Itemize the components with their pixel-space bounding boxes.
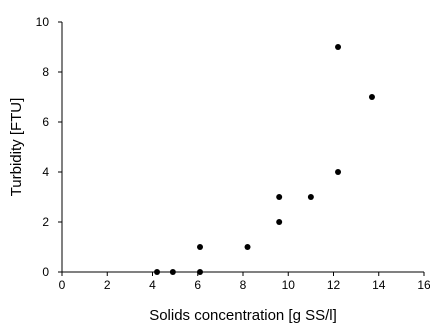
x-ticks: 0 2 4 6 8 10 12 14 16 xyxy=(59,272,430,292)
x-tick-label: 4 xyxy=(149,278,156,292)
data-point xyxy=(276,194,283,200)
y-tick-label: 4 xyxy=(42,165,49,179)
y-ticks: 0 2 4 6 8 10 xyxy=(36,15,62,279)
x-tick-label: 2 xyxy=(104,278,111,292)
y-tick-label: 10 xyxy=(36,15,50,29)
data-point xyxy=(154,269,161,275)
data-point xyxy=(368,94,375,100)
y-tick-label: 6 xyxy=(42,115,49,129)
y-tick-label: 0 xyxy=(42,265,49,279)
x-tick-label: 6 xyxy=(194,278,201,292)
x-tick-label: 12 xyxy=(327,278,341,292)
y-tick-label: 2 xyxy=(42,215,49,229)
x-tick-label: 14 xyxy=(372,278,386,292)
y-tick-label: 8 xyxy=(42,65,49,79)
data-point xyxy=(169,269,176,275)
axes xyxy=(61,22,424,273)
data-point xyxy=(197,269,204,275)
data-point xyxy=(244,244,251,250)
x-axis-title: Solids concentration [g SS/l] xyxy=(149,307,337,324)
data-point xyxy=(307,194,314,200)
data-points xyxy=(154,44,375,275)
x-tick-label: 8 xyxy=(240,278,247,292)
data-point xyxy=(335,169,342,175)
data-point xyxy=(276,219,283,225)
data-point xyxy=(197,244,204,250)
x-tick-label: 16 xyxy=(417,278,430,292)
y-axis-title: Turbidity [FTU] xyxy=(8,98,25,197)
x-tick-label: 0 xyxy=(59,278,66,292)
data-point xyxy=(335,44,342,50)
x-tick-label: 10 xyxy=(282,278,296,292)
